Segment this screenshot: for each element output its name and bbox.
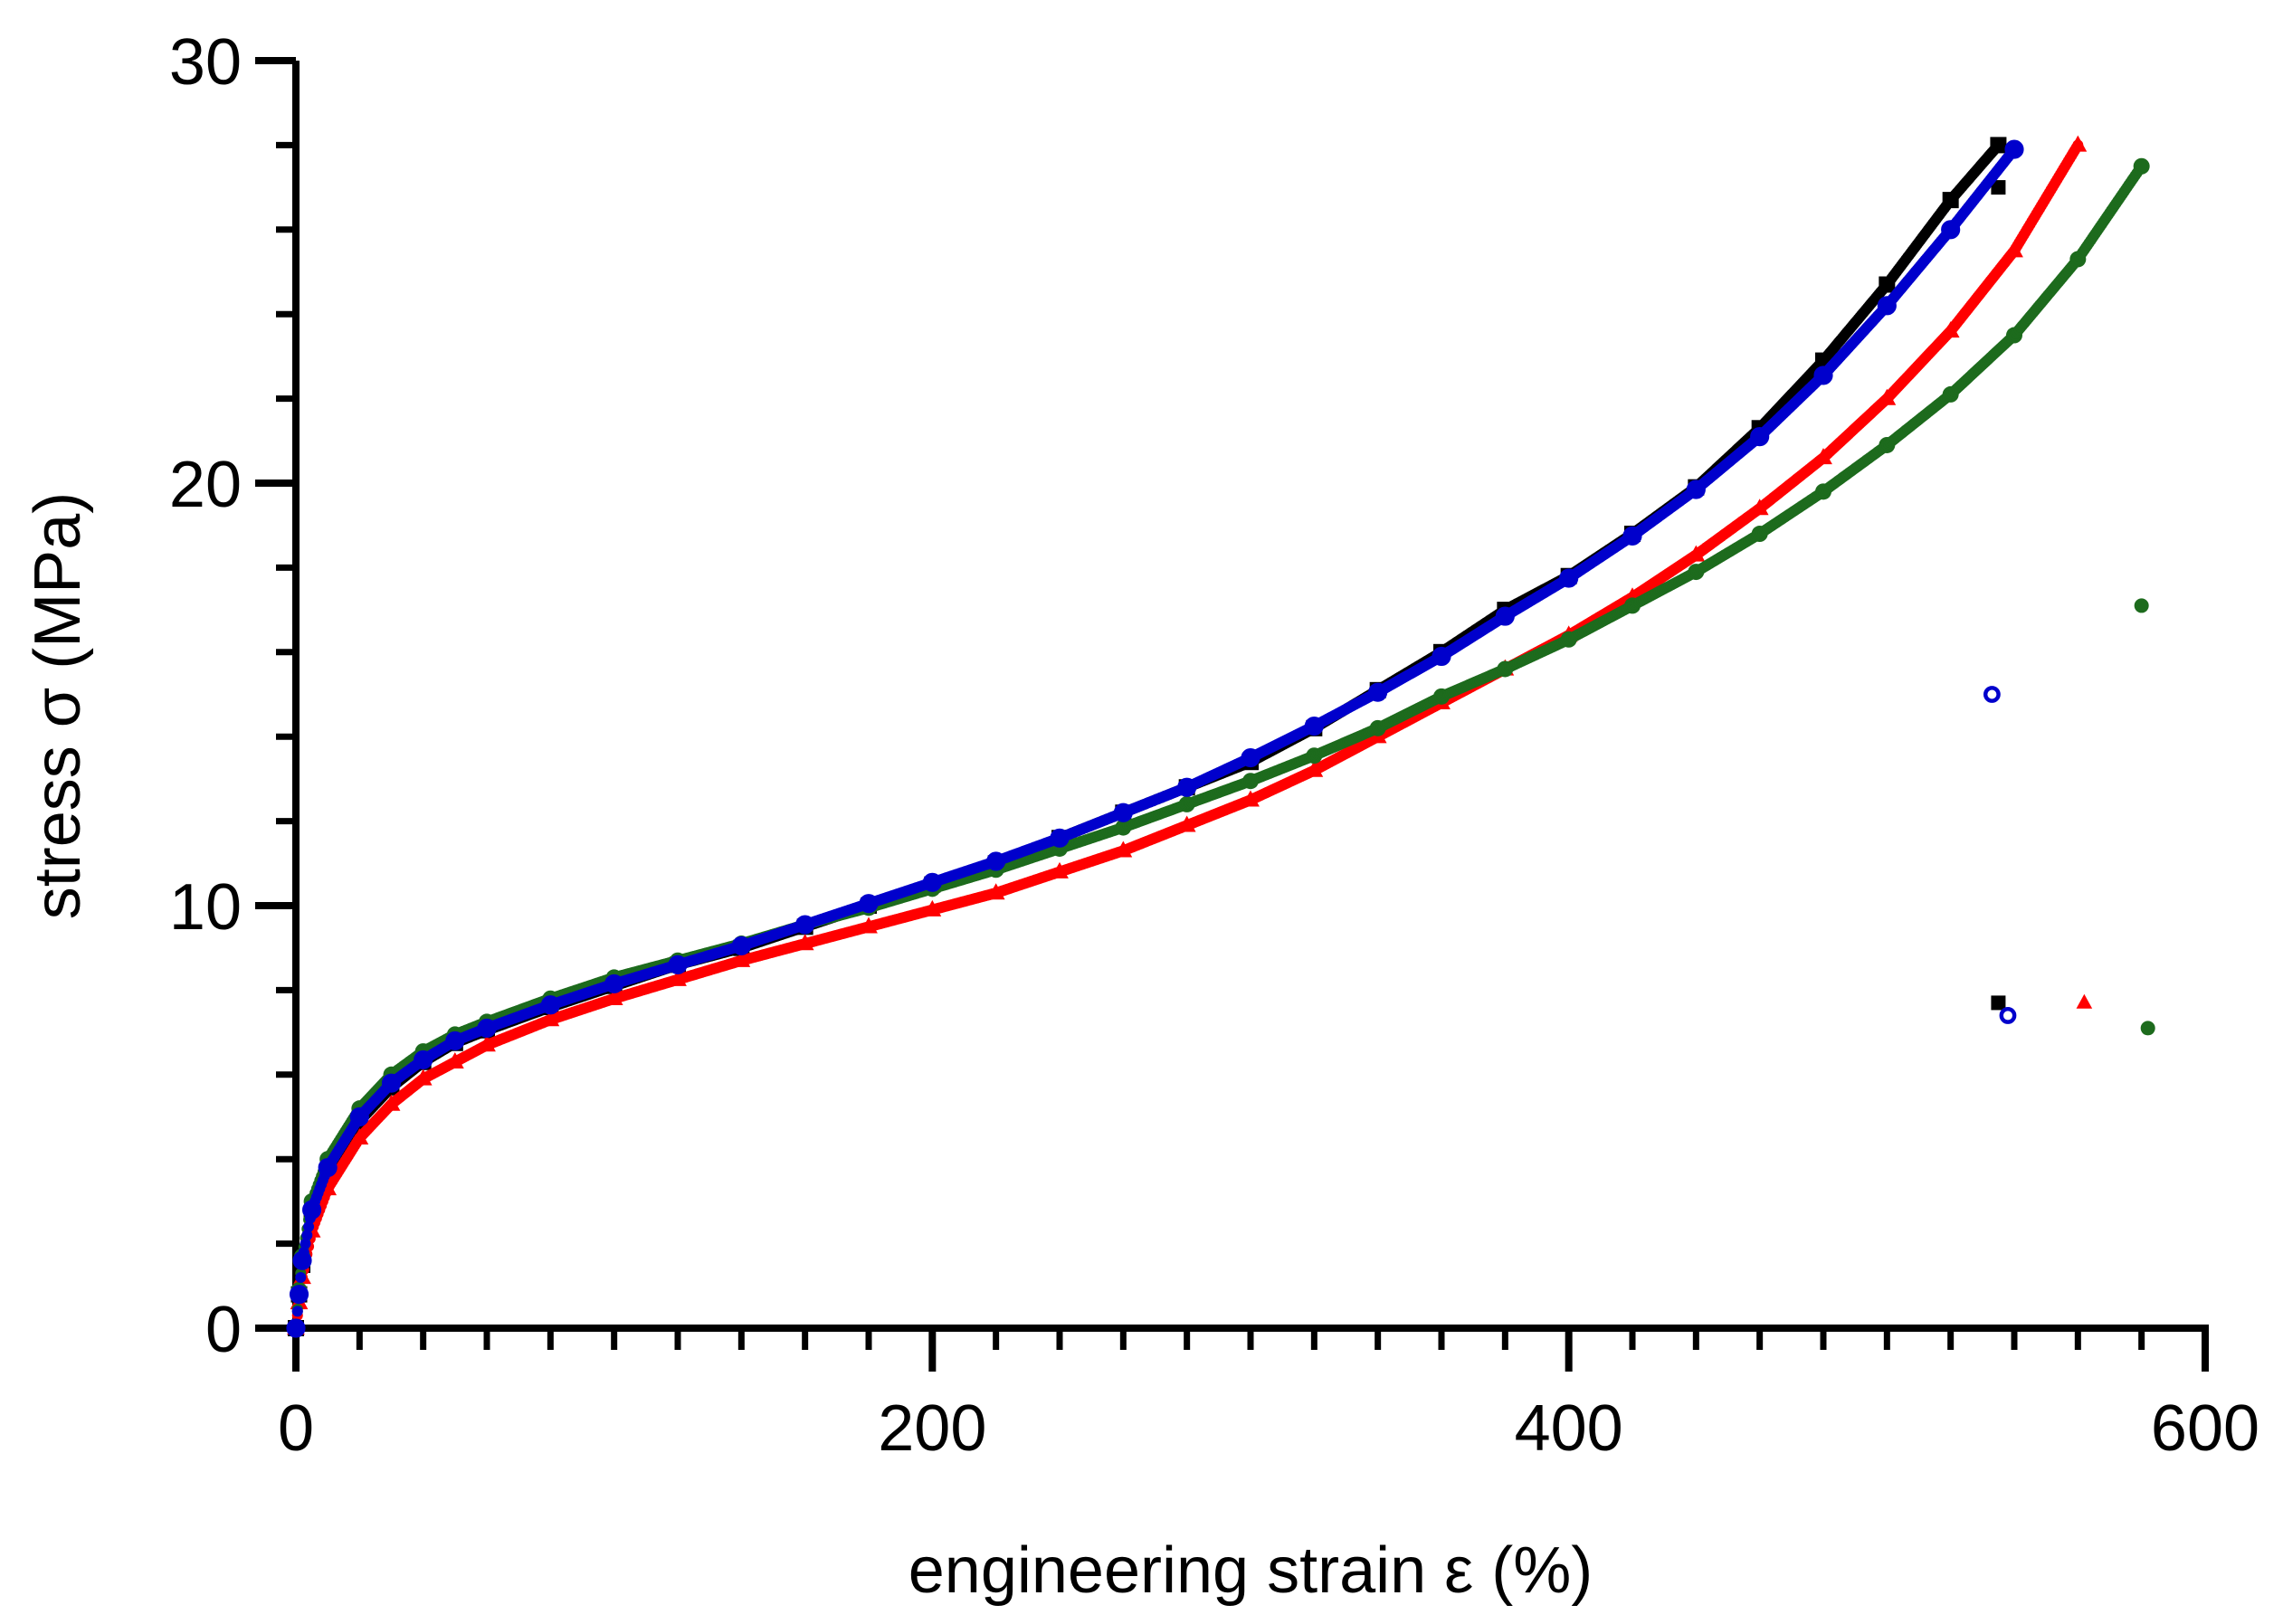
outlier-point xyxy=(1991,180,2006,195)
curve-sample xyxy=(2136,160,2147,172)
x-tick-label: 600 xyxy=(2151,1392,2259,1465)
curve-sample xyxy=(298,1246,309,1258)
y-tick-label: 0 xyxy=(205,1294,242,1366)
curve-sample xyxy=(293,1288,305,1300)
data-point xyxy=(289,1285,309,1305)
y-tick-label: 30 xyxy=(169,26,242,99)
series-layer xyxy=(286,135,2155,1338)
curve-sample xyxy=(303,1220,315,1232)
series-blue xyxy=(286,139,2024,1338)
curve-sample xyxy=(2072,139,2084,151)
outlier-point xyxy=(2076,993,2093,1009)
outlier-point xyxy=(1991,995,2006,1011)
curve-sample xyxy=(297,1255,309,1267)
outlier-point xyxy=(2134,598,2149,613)
y-tick-label: 10 xyxy=(169,871,242,944)
y-axis-title: stress σ (MPa) xyxy=(22,492,94,919)
curve-sample xyxy=(304,1212,316,1224)
outlier-point xyxy=(1999,1007,2017,1024)
curve-sample xyxy=(300,1238,311,1249)
axes: 0 10 20 30 0 200 400 600 xyxy=(169,26,2259,1465)
series-green xyxy=(288,157,2155,1336)
outlier-point xyxy=(2140,1021,2155,1036)
curve-sample xyxy=(290,1323,301,1334)
x-axis-title: engineering strain ε (%) xyxy=(908,1534,1593,1607)
series-black xyxy=(288,137,2007,1336)
x-tick-label: 400 xyxy=(1515,1392,1623,1465)
curve-sample xyxy=(1993,139,2004,151)
curve-sample xyxy=(291,1306,303,1317)
y-tick-label: 20 xyxy=(169,449,242,521)
outlier-point xyxy=(1983,686,2001,703)
data-point xyxy=(286,1318,306,1338)
curve-sample xyxy=(301,1230,313,1241)
curve-sample xyxy=(295,1271,307,1283)
x-tick-label: 0 xyxy=(278,1392,314,1465)
curve-sample xyxy=(2009,144,2020,156)
series-red xyxy=(287,135,2093,1335)
x-tick-label: 200 xyxy=(878,1392,986,1465)
